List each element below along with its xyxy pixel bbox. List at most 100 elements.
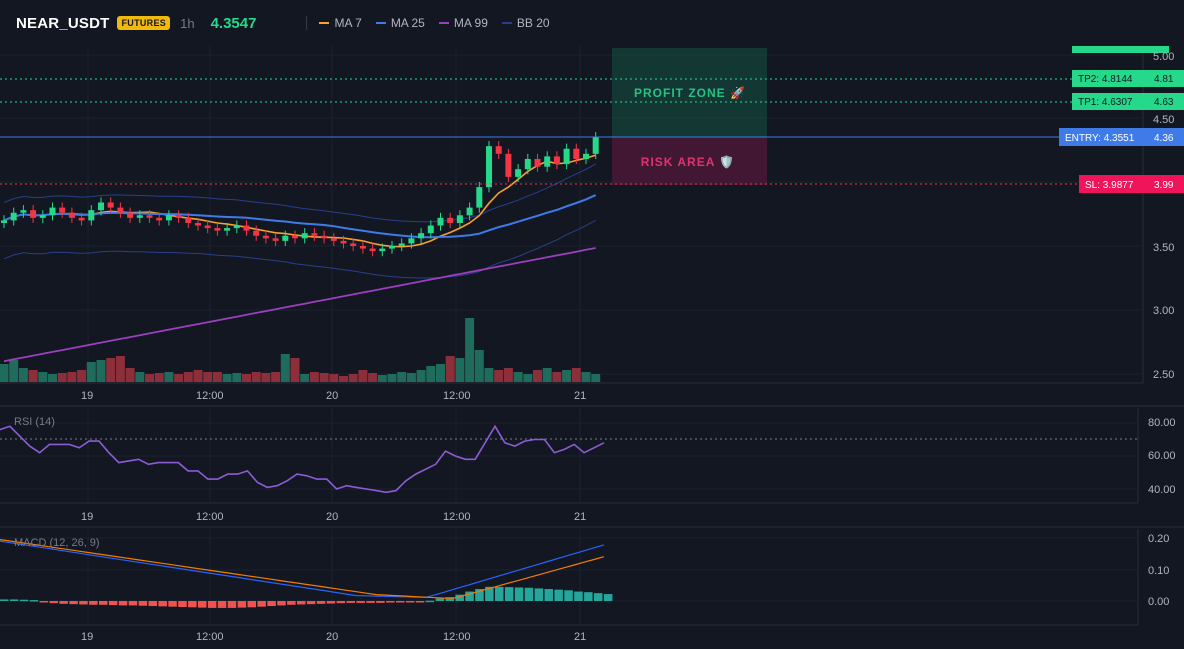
macd-histogram-bar [405,601,415,603]
price-tick-250: 2.50 [1153,369,1174,381]
grid-lines [0,46,1143,625]
macd-histogram-bar [247,601,256,608]
volume-bar [484,368,494,382]
entry-tag[interactable] [1059,128,1145,146]
tp1-tag[interactable] [1072,93,1145,110]
rsi-tick-40: 40.00 [1148,484,1176,496]
volume-bar [174,374,184,382]
bb-upper-line [3,163,596,223]
macd-histogram-bar [495,586,504,601]
volume-bar [242,374,251,382]
macd-histogram-bar [336,601,346,604]
tp1-tag-label: TP1: 4.6307 [1078,97,1133,108]
volume-bar [562,370,572,382]
legend-ma7[interactable]: MA 7 [319,16,362,30]
legend-ma7-label: MA 7 [334,16,362,30]
rsi-time-tick-21: 21 [574,511,586,523]
legend-ma25[interactable]: MA 25 [375,16,425,30]
candle-body [175,215,182,218]
volume-bar [377,375,387,382]
candle-body [301,233,308,239]
rsi-polyline [0,424,605,494]
macd-histogram-bar [59,601,68,604]
candle-body [49,207,56,216]
bollinger-bands [3,163,596,279]
candle-body [505,153,512,177]
macd-histogram-bar [445,597,454,601]
candle-body [39,215,46,218]
indicator-legend: MA 7 MA 25 MA 99 BB 20 [319,16,563,30]
candlesticks [1,132,599,257]
macd-histogram-bar [594,593,603,601]
volume-bar [251,372,261,382]
macd-histogram-bar [485,586,494,601]
candle-body [311,233,318,236]
macd-histogram-bar [128,601,138,606]
profit-zone-label: PROFIT ZONE 🚀 [634,86,746,100]
candle-body [127,212,134,218]
candle-body [408,238,415,244]
rsi-title[interactable]: RSI (14) [14,416,55,428]
volume-bar [232,373,242,382]
macd-histogram-bar [19,599,29,602]
risk-zone-box[interactable] [612,137,767,185]
macd-histogram-bar [267,601,276,607]
candle-body [340,240,347,244]
time-tick-1200b: 12:00 [443,390,471,402]
candle-body [563,148,570,165]
candle-body [583,153,589,159]
macd-tick-000: 0.00 [1148,596,1169,608]
macd-signal-line [0,539,605,599]
tp2-tag[interactable] [1072,70,1145,87]
macd-histogram-bar [346,601,355,603]
chart-header: NEAR_USDT FUTURES 1h 4.3547 MA 7 MA 25 M… [0,0,1184,46]
macd-tick-010: 0.10 [1148,565,1169,577]
volume-bar [329,374,339,382]
volume-bar [115,356,125,382]
sl-tag[interactable] [1079,175,1145,193]
macd-histogram-bar [178,601,187,607]
profit-zone-box[interactable] [612,48,767,137]
candle-body [98,202,104,211]
symbol-name[interactable]: NEAR_USDT [16,14,110,32]
price-tick-350: 3.50 [1153,242,1174,254]
volume-bar [86,362,96,382]
volume-bar [280,354,290,382]
candle-body [214,228,221,231]
macd-histogram-bar [108,601,118,606]
macd-histogram-bar [207,601,217,608]
volume-bar [474,350,484,382]
legend-ma99[interactable]: MA 99 [438,16,488,30]
macd-time-tick-20: 20 [326,631,338,643]
macd-histogram-bar [39,601,49,603]
macd-histogram-bar [148,601,157,607]
macd-histogram-bar [188,601,197,608]
interval-selector[interactable]: 1h [180,15,195,31]
last-price: 4.3547 [210,14,257,32]
candle-body [262,235,269,239]
volume-bar [387,374,397,382]
macd-histogram-bar [326,601,336,604]
macd-histogram-bar [69,601,78,605]
bb20-swatch-icon [501,22,512,24]
macd-histogram-bar [9,599,19,601]
macd-histogram-bar [564,590,573,601]
volume-bar [222,374,232,382]
macd-title[interactable]: MACD (12, 26, 9) [14,537,100,549]
legend-bb20[interactable]: BB 20 [501,16,550,30]
volume-bar [145,374,154,382]
volume-bar [261,373,271,382]
tp2-tag-label: TP2: 4.8144 [1078,74,1133,85]
volume-bar [591,374,601,382]
volume-bar [503,368,513,382]
tp2-axis-tag [1145,70,1184,87]
volume-bar [183,372,193,382]
volume-bar [494,370,504,382]
candle-body [292,235,298,239]
macd-time-tick-1200a: 12:00 [196,631,224,643]
ma99-swatch-icon [438,22,449,24]
macd-histogram-bar [356,601,365,603]
candle-body [224,228,231,231]
candle-body [10,212,17,221]
